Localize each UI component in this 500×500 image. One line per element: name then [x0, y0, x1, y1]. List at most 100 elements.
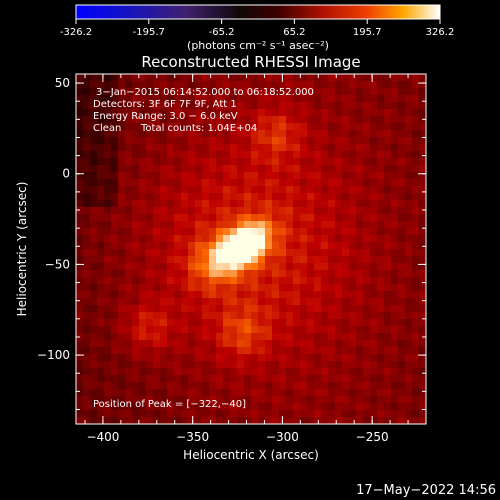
heatmap-cell [230, 403, 237, 410]
heatmap-cell [272, 305, 279, 312]
heatmap-cell [244, 214, 251, 221]
heatmap-cell [279, 172, 286, 179]
heatmap-cell [342, 151, 349, 158]
colorbar [75, 4, 441, 20]
heatmap-cell [132, 88, 139, 95]
heatmap-cell [181, 382, 188, 389]
heatmap-cell [146, 88, 153, 95]
heatmap-cell [202, 249, 209, 256]
heatmap-cell [286, 263, 293, 270]
heatmap-cell [363, 95, 370, 102]
colorbar-tick-label: 65.2 [283, 27, 305, 38]
heatmap-cell [258, 389, 265, 396]
heatmap-cell [335, 214, 342, 221]
heatmap-cell [132, 158, 139, 165]
heatmap-cell [272, 389, 279, 396]
heatmap-cell [279, 207, 286, 214]
heatmap-cell [384, 81, 391, 88]
heatmap-cell [195, 382, 202, 389]
heatmap-cell [188, 312, 195, 319]
heatmap-cell [405, 186, 412, 193]
heatmap-cell [160, 305, 167, 312]
heatmap-cell [83, 186, 90, 193]
heatmap-cell [293, 242, 300, 249]
heatmap-cell [97, 326, 104, 333]
heatmap-cell [83, 165, 90, 172]
heatmap-cell [363, 88, 370, 95]
heatmap-cell [237, 389, 244, 396]
heatmap-cell [237, 354, 244, 361]
heatmap-cell [419, 137, 426, 144]
heatmap-cell [223, 102, 230, 109]
heatmap-cell [363, 109, 370, 116]
heatmap-cell [258, 263, 265, 270]
heatmap-cell [125, 284, 132, 291]
heatmap-cell [83, 305, 90, 312]
heatmap-cell [244, 284, 251, 291]
heatmap-cell [104, 375, 111, 382]
heatmap-cell [216, 123, 223, 130]
heatmap-cell [160, 221, 167, 228]
heatmap-cell [251, 396, 258, 403]
heatmap-cell [370, 389, 377, 396]
heatmap-cell [272, 403, 279, 410]
heatmap-cell [300, 389, 307, 396]
heatmap-cell [209, 326, 216, 333]
heatmap-cell [335, 151, 342, 158]
heatmap-cell [174, 102, 181, 109]
heatmap-cell [384, 207, 391, 214]
heatmap-cell [174, 242, 181, 249]
heatmap-cell [195, 312, 202, 319]
heatmap-cell [293, 207, 300, 214]
heatmap-cell [209, 200, 216, 207]
heatmap-cell [132, 403, 139, 410]
heatmap-cell [349, 207, 356, 214]
heatmap-cell [370, 291, 377, 298]
heatmap-cell [391, 151, 398, 158]
heatmap-cell [356, 354, 363, 361]
heatmap-cell [97, 137, 104, 144]
heatmap-cell [216, 249, 223, 256]
heatmap-cell [237, 375, 244, 382]
heatmap-cell [76, 242, 83, 249]
heatmap-cell [419, 172, 426, 179]
heatmap-cell [279, 137, 286, 144]
heatmap-cell [223, 382, 230, 389]
heatmap-cell [118, 158, 125, 165]
heatmap-cell [412, 214, 419, 221]
heatmap-cell [286, 74, 293, 81]
heatmap-cell [209, 361, 216, 368]
heatmap-cell [216, 242, 223, 249]
heatmap-cell [230, 284, 237, 291]
heatmap-cell [377, 403, 384, 410]
heatmap-cell [181, 305, 188, 312]
heatmap-cell [293, 340, 300, 347]
heatmap-cell [146, 417, 153, 424]
heatmap-cell [188, 368, 195, 375]
heatmap-cell [370, 249, 377, 256]
heatmap-cell [363, 123, 370, 130]
heatmap-cell [335, 298, 342, 305]
heatmap-cell [265, 81, 272, 88]
heatmap-cell [216, 340, 223, 347]
heatmap-cell [293, 102, 300, 109]
heatmap-cell [244, 186, 251, 193]
heatmap-cell [146, 291, 153, 298]
heatmap-cell [363, 214, 370, 221]
heatmap-cell [342, 200, 349, 207]
heatmap-cell [174, 396, 181, 403]
heatmap-cell [286, 298, 293, 305]
heatmap-cell [300, 102, 307, 109]
heatmap-cell [181, 249, 188, 256]
heatmap-cell [342, 81, 349, 88]
heatmap-cell [160, 361, 167, 368]
heatmap-cell [251, 207, 258, 214]
heatmap-cell [223, 144, 230, 151]
heatmap-cell [293, 74, 300, 81]
heatmap-cell [363, 221, 370, 228]
heatmap-cell [419, 263, 426, 270]
heatmap-cell [342, 410, 349, 417]
heatmap-cell [244, 151, 251, 158]
heatmap-cell [321, 235, 328, 242]
heatmap-cell [286, 291, 293, 298]
